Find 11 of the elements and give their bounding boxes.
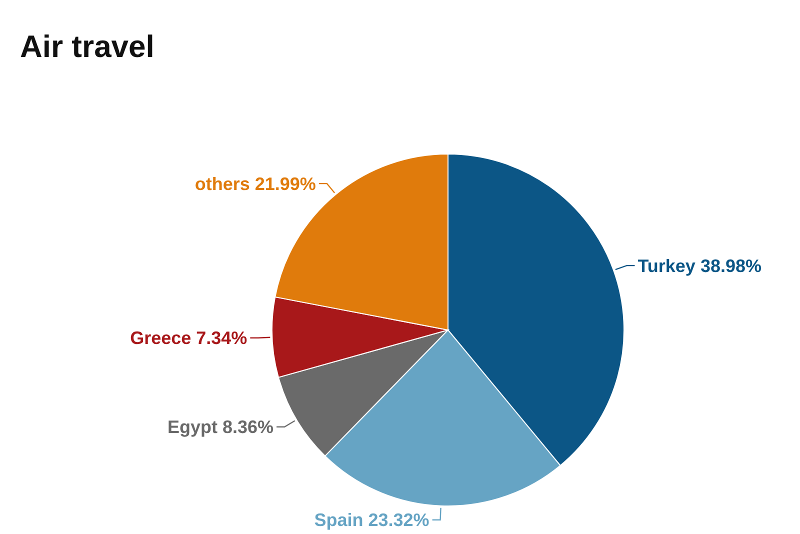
data-label: 38.98% [700,256,762,276]
data-label: 8.36% [222,417,274,438]
data-label: 7.34% [196,328,248,348]
slice-label: Spain [314,510,364,530]
slice-label: Greece [130,328,192,348]
data-label: 21.99% [254,174,316,194]
slice-label: others [194,174,250,194]
slice-label: Egypt [167,417,218,438]
data-label: 23.32% [368,510,430,530]
slice-label: Turkey [638,256,696,276]
chart-title: Air travel [20,29,154,64]
